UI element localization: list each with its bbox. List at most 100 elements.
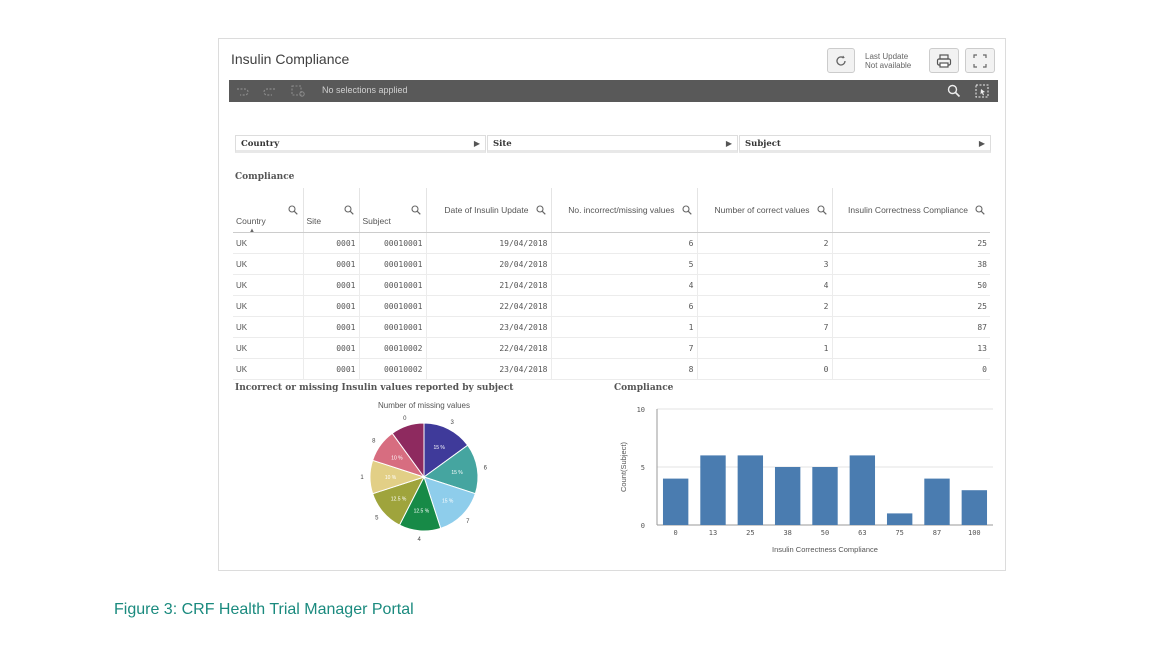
table-cell: 23/04/2018 (426, 316, 552, 338)
bar[interactable] (961, 490, 988, 525)
table-row[interactable]: UK 0001 00010001 22/04/2018 6 2 25 (233, 295, 990, 317)
selections-bar: No selections applied (229, 80, 998, 102)
bar[interactable] (849, 455, 876, 525)
bar[interactable] (700, 455, 726, 525)
last-update-info: Last Update Not available (865, 52, 911, 70)
filter-country[interactable]: Country ▶ (235, 135, 486, 153)
table-cell: 00010002 (359, 358, 427, 380)
search-icon[interactable] (681, 205, 692, 215)
y-tick-label: 0 (641, 522, 645, 530)
search-icon[interactable] (535, 205, 546, 215)
table-cell: 4 (697, 274, 833, 296)
search-icon[interactable] (816, 205, 827, 215)
reload-button[interactable] (827, 48, 855, 73)
table-cell: 25 (832, 295, 990, 317)
column-header[interactable]: Insulin Correctness Compliance (832, 188, 990, 233)
filter-site[interactable]: Site ▶ (487, 135, 738, 153)
table-cell: 20/04/2018 (426, 253, 552, 275)
search-icon[interactable] (410, 205, 421, 215)
column-header[interactable]: Subject (359, 188, 427, 233)
table-cell: 7 (697, 316, 833, 338)
column-header[interactable]: Date of Insulin Update (426, 188, 552, 233)
pie-slice[interactable] (423, 422, 469, 478)
pie-percent-label: 15 % (433, 445, 445, 451)
table-row[interactable]: UK00020002000120/04/20183563 (233, 379, 990, 380)
compliance-table-viewport[interactable]: Country ▲ Site Subject Date of Insulin Updat… (219, 188, 1005, 380)
table-cell: 25 (832, 232, 990, 254)
search-icon[interactable] (975, 205, 985, 215)
table-cell: 0 (832, 358, 990, 380)
x-tick-label: 50 (821, 529, 829, 537)
pie-percent-label: 12.5 % (414, 508, 430, 514)
column-header[interactable]: No. incorrect/missing values (551, 188, 698, 233)
table-body: UK 0001 00010001 19/04/2018 6 2 25 UK 0001 000100… (233, 232, 990, 380)
pie-slice-label: 6 (484, 465, 488, 471)
pie-percent-label: 15 % (451, 470, 463, 476)
pie-slice-label: 1 (360, 475, 364, 481)
filter-subject-label: Subject (745, 139, 781, 149)
table-cell: 1 (551, 316, 698, 338)
x-axis-label: Insulin Correctness Compliance (772, 545, 878, 554)
pie-slice[interactable] (391, 422, 425, 479)
table-cell: 4 (551, 274, 698, 296)
x-tick-label: 63 (858, 529, 866, 537)
table-cell: 20/04/2018 (426, 379, 552, 380)
caret-right-icon: ▶ (473, 138, 480, 148)
bar[interactable] (886, 513, 913, 525)
pie-slice-label: 7 (466, 519, 470, 525)
column-header[interactable]: Number of correct values (697, 188, 833, 233)
column-header-label: Date of Insulin Update (444, 205, 529, 215)
table-cell: 7 (551, 337, 698, 359)
table-header-row: Country ▲ Site Subject Date of Insulin Updat… (233, 188, 990, 234)
bar[interactable] (737, 455, 764, 525)
filter-subject[interactable]: Subject ▶ (739, 135, 991, 153)
column-header[interactable]: Site (303, 188, 360, 233)
table-cell: 5 (551, 253, 698, 275)
search-icon[interactable] (343, 205, 354, 215)
table-cell: 19/04/2018 (426, 232, 552, 254)
app-window: Insulin Compliance Last Update Not avail… (218, 38, 1006, 571)
step-back-icon (237, 88, 249, 96)
print-button[interactable] (929, 48, 959, 73)
pie-slice-label: 4 (417, 537, 421, 543)
table-row[interactable]: UK 0001 00010001 20/04/2018 5 3 38 (233, 253, 990, 275)
step-back-button[interactable] (235, 84, 249, 98)
bar[interactable] (924, 478, 950, 525)
table-row[interactable]: UK 0001 00010001 23/04/2018 1 7 87 (233, 316, 990, 338)
table-cell: 5 (697, 379, 833, 380)
table-cell: 0001 (303, 316, 360, 338)
search-icon[interactable] (287, 205, 298, 215)
x-tick-label: 100 (968, 529, 981, 537)
y-tick-label: 10 (637, 406, 645, 414)
clear-selections-button[interactable] (291, 84, 305, 98)
bar-chart-title: Compliance (614, 383, 674, 393)
selection-tool-icon (975, 84, 989, 98)
table-cell: 00010001 (359, 253, 427, 275)
fullscreen-button[interactable] (965, 48, 995, 73)
table-row[interactable]: UK 0001 00010002 23/04/2018 8 0 0 (233, 358, 990, 380)
search-button[interactable] (947, 84, 961, 98)
table-cell: UK (233, 337, 304, 359)
table-cell: 2 (697, 295, 833, 317)
step-forward-button[interactable] (263, 84, 277, 98)
table-cell: UK (233, 295, 304, 317)
bar[interactable] (662, 478, 689, 525)
column-header-label: Subject (362, 216, 391, 226)
table-cell: UK (233, 358, 304, 380)
bar[interactable] (774, 467, 801, 525)
table-cell: 00010001 (359, 274, 427, 296)
page-title: Insulin Compliance (231, 51, 350, 67)
table-cell: UK (233, 379, 304, 380)
selections-tool-button[interactable] (975, 84, 989, 98)
table-row[interactable]: UK 0001 00010001 21/04/2018 4 4 50 (233, 274, 990, 296)
table-cell: 21/04/2018 (426, 274, 552, 296)
bar[interactable] (812, 467, 838, 525)
table-row[interactable]: UK 0001 00010001 19/04/2018 6 2 25 (233, 232, 990, 254)
pie-slice[interactable] (422, 444, 479, 495)
table-cell: 50 (832, 274, 990, 296)
table-cell: 22/04/2018 (426, 295, 552, 317)
figure-caption: Figure 3: CRF Health Trial Manager Porta… (114, 601, 414, 618)
table-cell: UK (233, 253, 304, 275)
table-row[interactable]: UK 0001 00010002 22/04/2018 7 1 13 (233, 337, 990, 359)
column-header[interactable]: Country ▲ (233, 188, 304, 234)
